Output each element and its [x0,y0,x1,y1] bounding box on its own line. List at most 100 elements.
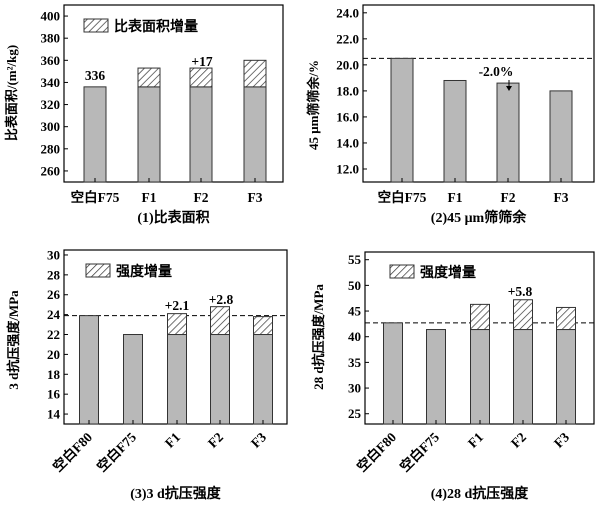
x-tick-label: F1 [465,429,486,450]
legend-swatch [83,18,109,33]
x-tick-label: F3 [248,429,269,450]
bar-increment [167,313,187,336]
y-axis-label: 45 μm筛筛余/% [306,60,321,150]
x-tick-label: F2 [501,190,516,205]
annotation-arrowhead [506,86,512,91]
y-tick-label: 24 [47,307,61,322]
bar-base [513,329,533,425]
y-tick-label: 360 [41,53,61,68]
bar-increment [243,59,267,88]
y-tick-label: 340 [41,75,61,90]
y-tick-label: 50 [348,278,361,293]
plot-frame [63,4,284,183]
bar-base [210,334,230,425]
data-annotation: +2.1 [165,298,190,313]
chart-caption: (3)3 d抗压强度 [130,485,222,502]
y-tick-label: 14 [47,407,61,422]
data-annotation: +2.8 [209,292,234,307]
y-tick-label: 18.0 [336,83,359,98]
bar-base [123,334,143,425]
bar-base [167,334,187,425]
legend-label: 强度增量 [420,264,476,281]
bar-increment [189,67,213,88]
bar-increment [253,316,273,336]
y-tick-label: 16 [47,387,61,402]
y-tick-label: 25 [348,406,362,421]
data-annotation: +17 [191,54,212,69]
y-tick-label: 26 [47,287,61,302]
x-tick-label: F2 [205,429,226,450]
bar-base [470,329,490,425]
y-tick-label: 380 [41,31,61,46]
bar-base [556,329,576,425]
bar-base [189,86,213,183]
x-tick-label: F1 [448,190,463,205]
x-tick-label: F1 [162,429,183,450]
bar-increment [470,303,490,331]
bar-base [549,90,573,183]
bar-base [426,329,446,425]
y-tick-label: 35 [348,355,362,370]
y-tick-label: 40 [348,329,361,344]
y-tick-label: 14.0 [336,135,359,150]
y-tick-label: 20.0 [336,57,359,72]
y-tick-label: 20 [47,347,60,362]
data-annotation: 336 [85,68,106,83]
y-axis-label: 3 d抗压强度/MPa [6,290,21,390]
y-axis-label: 比表面积/(m²/kg) [4,45,19,141]
y-tick-label: 260 [41,163,61,178]
chart-panel-1: 260 280 300 320 340 360 380 400 空白F75 F1 F2 F3 比表面积增… [4,4,284,226]
x-tick-label: F3 [248,190,263,205]
y-tick-label: 22 [47,327,60,342]
chart-panel-2: 12.0 14.0 16.0 18.0 20.0 22.0 24.0 空白F75 F1 F2 F3 -… [306,4,595,226]
y-tick-label: 300 [41,119,61,134]
legend-label: 比表面积增量 [114,18,198,35]
x-tick-label: F1 [142,190,157,205]
y-tick-label: 280 [41,141,61,156]
bar-base [83,86,107,183]
x-tick-label: 空白F75 [396,429,442,475]
x-tick-label: 空白F75 [71,189,120,205]
x-tick-label: F2 [508,429,529,450]
bar-increment [556,306,576,331]
x-tick-label: 空白F80 [49,429,95,475]
bar-base [137,86,161,183]
chart-caption: (2)45 μm筛筛余 [431,209,527,226]
data-annotation: -2.0% [479,64,514,79]
chart-caption: (4)28 d抗压强度 [431,485,530,502]
x-tick-label: 空白F75 [93,429,139,475]
legend-swatch [389,264,415,279]
bar-base [443,79,467,183]
bar-increment [137,67,161,88]
y-tick-label: 16.0 [336,109,359,124]
x-tick-label: F2 [194,190,209,205]
y-axis-label: 28 d抗压强度/MPa [311,284,326,390]
y-tick-label: 28 [47,267,61,282]
y-tick-label: 12.0 [336,161,359,176]
legend-label: 强度增量 [116,263,172,280]
x-tick-label: F3 [554,190,569,205]
bar-base [79,315,99,425]
y-tick-label: 45 [348,304,362,319]
bar-base [253,334,273,425]
y-tick-label: 22.0 [336,31,359,46]
legend-swatch [85,263,111,278]
y-tick-label: 18 [47,367,61,382]
bar-base [243,86,267,183]
bar-base [390,57,414,183]
y-tick-label: 30 [348,381,361,396]
y-tick-label: 400 [41,9,61,24]
bar-increment [210,306,230,336]
chart-caption: (1)比表面积 [137,209,209,226]
bar-base [496,82,520,183]
data-annotation: +5.8 [508,284,533,299]
y-tick-label: 55 [348,252,362,267]
y-tick-label: 320 [41,97,61,112]
bar-increment [513,299,533,331]
x-tick-label: 空白F75 [378,189,427,205]
y-tick-label: 24.0 [336,5,359,20]
x-tick-label: 空白F80 [353,429,399,475]
